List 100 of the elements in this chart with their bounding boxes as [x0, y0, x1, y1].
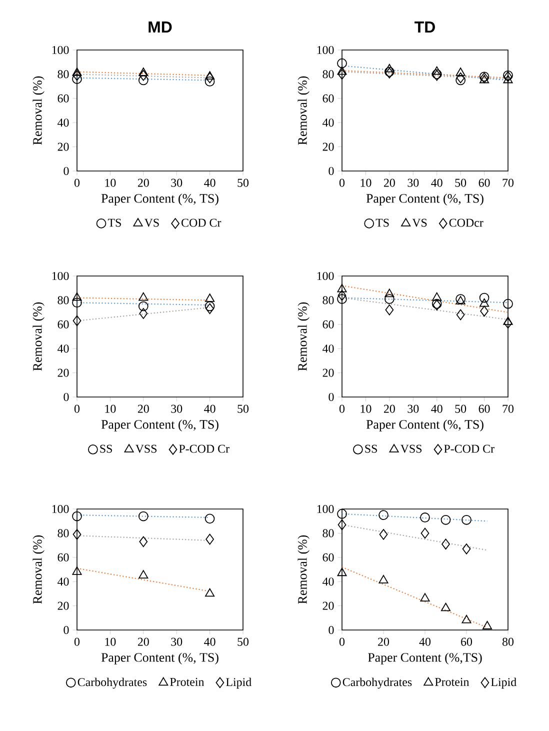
x-tick-label: 50 — [455, 178, 466, 187]
point — [337, 508, 347, 519]
point — [72, 511, 82, 522]
y-tick-label: 0 — [328, 166, 334, 176]
point — [385, 304, 394, 316]
legend-label: VSS — [135, 444, 157, 453]
legend-label: Protein — [170, 678, 204, 686]
x-tick-label: 10 — [360, 178, 372, 187]
point — [503, 74, 513, 84]
chart-title: TD — [414, 22, 435, 33]
point — [72, 528, 82, 540]
x-tick-label: 30 — [171, 638, 182, 646]
point — [462, 614, 472, 624]
y-tick-label: 0 — [64, 392, 69, 402]
y-tick-label: 60 — [58, 94, 69, 102]
point — [504, 318, 512, 329]
legend-label: CODcr — [449, 218, 484, 227]
point — [338, 519, 346, 530]
x-tick-label: 20 — [378, 638, 390, 646]
legend-label: P-COD Cr — [179, 444, 230, 453]
x-tick-label: 0 — [74, 178, 80, 187]
x-tick-label: 50 — [455, 404, 466, 413]
x-tick-label: 50 — [238, 178, 249, 187]
y-tick-label: 100 — [52, 272, 69, 280]
point — [384, 64, 394, 72]
y-axis-title: Removal (%) — [32, 302, 44, 371]
x-tick-label: 0 — [74, 404, 80, 413]
y-tick-label: 100 — [52, 46, 69, 54]
y-axis-title: Removal (%) — [298, 76, 310, 145]
x-tick-label: 30 — [171, 404, 182, 413]
point — [379, 528, 388, 540]
x-tick-label: 80 — [502, 638, 514, 646]
y-tick-label: 20 — [58, 602, 69, 610]
point — [206, 534, 214, 545]
y-tick-label: 60 — [322, 320, 334, 328]
x-tick-label: 10 — [105, 404, 116, 413]
x-tick-label: 40 — [204, 178, 216, 187]
x-axis-title: Paper Content (%, TS) — [101, 420, 218, 432]
point — [480, 306, 488, 317]
y-tick-label: 20 — [322, 602, 334, 610]
point — [479, 292, 490, 303]
x-axis-title: Paper Content (%, TS) — [366, 194, 484, 206]
point — [440, 514, 451, 525]
x-tick-label: 20 — [384, 178, 395, 187]
x-tick-label: 30 — [408, 178, 419, 187]
legend-label: VS — [144, 218, 159, 227]
y-axis-title: Removal (%) — [32, 535, 44, 604]
x-tick-label: 0 — [74, 638, 80, 646]
y-tick-label: 80 — [58, 70, 69, 78]
x-tick-label: 30 — [408, 404, 419, 413]
point — [420, 528, 430, 539]
y-tick-label: 40 — [322, 578, 334, 586]
y-tick-label: 60 — [58, 553, 69, 562]
point — [480, 74, 490, 84]
legend-label: Carbohydrates — [342, 678, 412, 689]
y-tick-label: 40 — [58, 344, 69, 353]
y-tick-label: 20 — [58, 368, 69, 377]
point — [139, 536, 148, 548]
legend-label: TS — [108, 218, 121, 227]
y-tick-label: 0 — [64, 166, 69, 176]
point — [442, 538, 450, 550]
chart-title: MD — [148, 22, 172, 33]
x-tick-label: 60 — [478, 404, 490, 413]
x-axis-title: Paper Content (%, TS) — [101, 652, 218, 664]
y-tick-label: 40 — [322, 118, 334, 127]
legend-label: Carbohydrates — [78, 678, 147, 689]
point — [462, 544, 471, 554]
point — [420, 512, 430, 522]
point — [503, 316, 513, 325]
x-tick-label: 30 — [171, 178, 182, 187]
x-tick-label: 10 — [105, 638, 116, 646]
y-axis-title: Removal (%) — [32, 76, 44, 145]
y-tick-label: 20 — [322, 142, 334, 151]
x-tick-label: 40 — [204, 404, 216, 413]
x-tick-label: 20 — [384, 404, 395, 413]
point — [432, 292, 442, 301]
x-tick-label: 0 — [339, 638, 345, 646]
x-tick-label: 10 — [360, 404, 372, 413]
x-tick-label: 10 — [105, 178, 116, 187]
legend-label: Protein — [435, 678, 470, 686]
point — [204, 514, 215, 524]
x-tick-label: 40 — [431, 404, 442, 413]
x-tick-label: 60 — [478, 178, 490, 187]
x-tick-label: 20 — [138, 638, 149, 646]
point — [338, 68, 346, 80]
point — [432, 66, 442, 75]
x-tick-label: 50 — [238, 404, 249, 413]
y-tick-label: 40 — [58, 118, 69, 127]
legend-label: SS — [365, 444, 377, 453]
y-axis-title: Removal (%) — [298, 535, 310, 604]
y-tick-label: 100 — [317, 504, 334, 514]
y-tick-label: 60 — [58, 320, 69, 328]
y-tick-label: 80 — [58, 529, 69, 538]
y-tick-label: 60 — [322, 94, 334, 102]
legend-label: P-COD Cr — [444, 444, 494, 453]
y-tick-label: 100 — [317, 272, 334, 280]
point — [482, 620, 492, 630]
x-tick-label: 70 — [502, 178, 514, 187]
x-tick-label: 20 — [138, 178, 149, 187]
x-tick-label: 60 — [461, 638, 472, 646]
